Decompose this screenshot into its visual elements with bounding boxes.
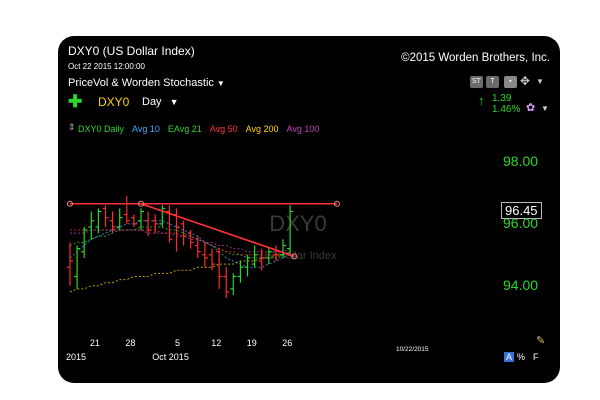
change-percent: 1.46% (492, 104, 521, 115)
trendline-anchor (291, 253, 298, 260)
x-tick-label: 12 (211, 338, 222, 348)
legend-item[interactable]: DXY0 Daily (78, 124, 125, 134)
x-tick-label: 28 (125, 338, 136, 348)
percent-scale-button[interactable]: % (517, 352, 526, 362)
up-down-icon[interactable]: ⇕ (68, 122, 76, 132)
date-label: 10/22/2015 (396, 346, 429, 353)
legend-item[interactable]: EAvg 21 (167, 124, 202, 134)
y-tick-label: 96.00 (503, 214, 539, 231)
chevron-down-icon[interactable]: ▼ (541, 104, 549, 113)
save-icon[interactable]: ▪ (504, 76, 517, 88)
moving-average-line (69, 220, 291, 268)
moving-average-line (69, 226, 291, 259)
chevron-down-icon: ▼ (169, 97, 179, 107)
chevron-down-icon: ▼ (216, 79, 225, 88)
x-tick-label: 5 (175, 338, 181, 348)
y-tick-label: 98.00 (503, 152, 539, 169)
price-change: 1.39 1.46% (492, 93, 520, 115)
chart-title: DXY0 (US Dollar Index) (68, 44, 195, 58)
interval-dropdown[interactable]: Day ▼ (142, 96, 178, 108)
symbol-label[interactable]: DXY0 (98, 95, 130, 109)
legend-item[interactable]: Avg 100 (286, 124, 320, 134)
change-value: 1.39 (492, 93, 512, 104)
x-year-label: 2015 (66, 352, 87, 362)
arrow-up-icon: ↑ (478, 93, 485, 108)
chart-window: DXY0 (US Dollar Index) ©2015 Worden Brot… (58, 36, 560, 383)
timestamp: Oct 22 2015 12:00:00 (68, 62, 145, 71)
price-chart[interactable]: DXY0 US Dollar Index (58, 36, 560, 383)
chevron-down-icon[interactable]: ▼ (536, 77, 544, 86)
trendline (140, 202, 295, 258)
legend-item[interactable]: Avg 50 (209, 124, 238, 134)
trendline-anchor (333, 200, 340, 207)
last-price-tag: 96.45 (501, 201, 542, 219)
y-tick-label: 94.00 (503, 276, 539, 293)
legend: DXY0 Daily Avg 10 EAvg 21 Avg 50 Avg 200 Avg … (78, 124, 327, 134)
study-menu-label: PriceVol & Worden Stochastic (68, 77, 214, 89)
watermark-name: US Dollar Index (259, 250, 337, 262)
move-icon[interactable]: ✥ (520, 74, 531, 88)
legend-item[interactable]: Avg 200 (245, 124, 279, 134)
legend-item[interactable]: Avg 10 (132, 124, 160, 134)
trendline-anchor (138, 200, 144, 207)
moving-average-line (69, 254, 291, 293)
study-menu[interactable]: PriceVol & Worden Stochastic ▼ (68, 77, 225, 89)
copyright-text: ©2015 Worden Brothers, Inc. (401, 52, 550, 64)
watermark-symbol: DXY0 (269, 211, 326, 236)
interval-label: Day (142, 96, 162, 108)
st-button[interactable]: ST (470, 76, 483, 88)
trendline-anchor (67, 200, 73, 207)
palette-icon[interactable]: ✿ (526, 102, 536, 114)
t-button[interactable]: T (486, 76, 499, 88)
fit-button[interactable]: F (533, 352, 539, 362)
auto-scale-button[interactable]: A (504, 352, 515, 362)
add-symbol-icon[interactable]: ✚ (68, 92, 83, 111)
moving-average-line (70, 229, 291, 253)
x-tick-label: 21 (89, 338, 100, 348)
x-tick-label: Oct 2015 (152, 352, 189, 362)
x-tick-label: 26 (282, 338, 293, 348)
x-tick-label: 19 (246, 338, 257, 348)
pencil-icon[interactable]: ✎ (536, 335, 546, 347)
